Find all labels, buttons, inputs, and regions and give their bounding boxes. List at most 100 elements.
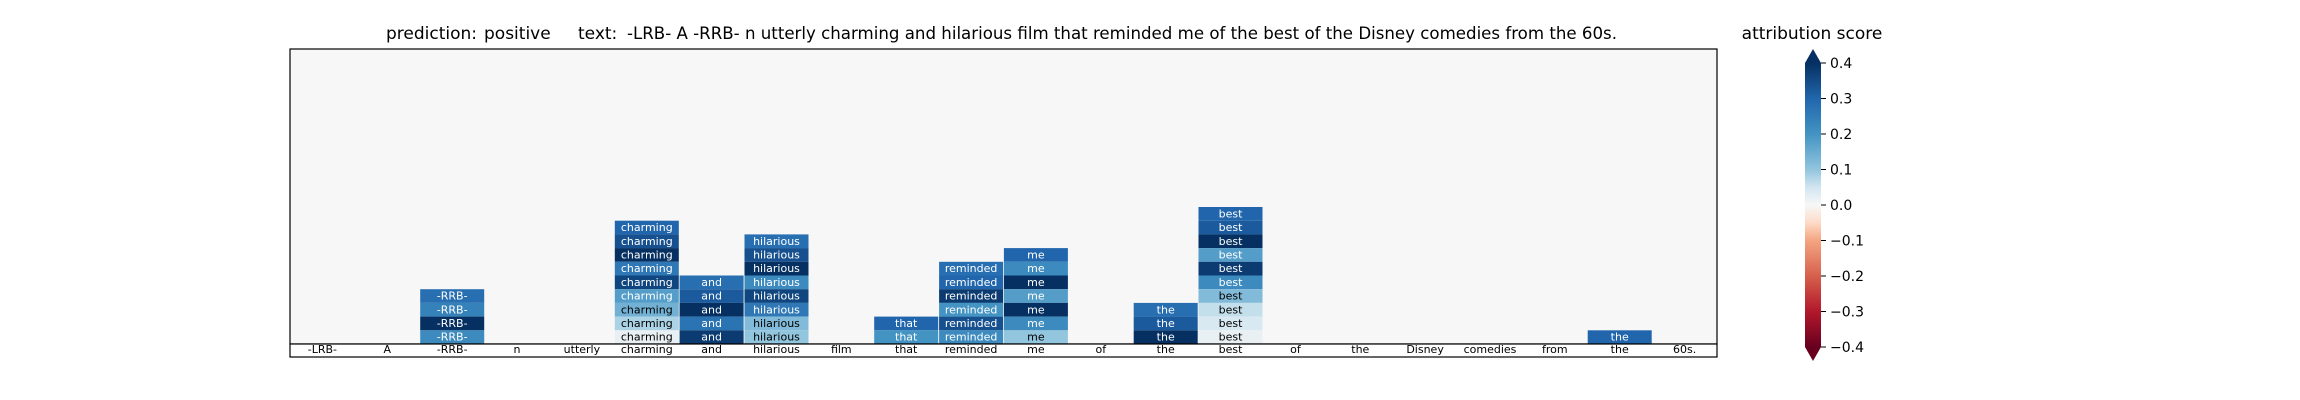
- cell-fill: [939, 275, 1004, 290]
- heatmap-cell: and: [679, 289, 744, 303]
- cell-label: charming: [621, 303, 673, 316]
- cell-fill: [1133, 316, 1198, 331]
- token-label: charming: [621, 343, 673, 356]
- cell-fill: [1198, 302, 1263, 317]
- cell-label: best: [1219, 303, 1243, 316]
- colorbar-extend-max: [1805, 49, 1821, 63]
- cell-fill: [744, 289, 809, 303]
- cell-label: reminded: [945, 317, 998, 330]
- colorbar-tick-label: −0.4: [1830, 340, 1864, 356]
- cell-fill: [939, 316, 1004, 331]
- cell-fill: [420, 302, 485, 317]
- colorbar-tick-label: −0.1: [1830, 234, 1864, 250]
- cell-label: charming: [621, 262, 673, 275]
- cell-label: me: [1027, 276, 1045, 289]
- token-label: of: [1095, 343, 1107, 356]
- heatmap-cell: -RRB-: [420, 330, 485, 344]
- token-label: film: [831, 343, 852, 356]
- token-label: Disney: [1406, 343, 1444, 356]
- heatmap-cell: charming: [614, 302, 679, 317]
- heatmap-cell: that: [874, 330, 939, 344]
- heatmap-cell: charming: [614, 220, 679, 235]
- cell-fill: [1003, 316, 1068, 331]
- heatmap-cell: reminded: [939, 275, 1004, 290]
- heatmap-cell: best: [1198, 330, 1263, 344]
- cell-fill: [1198, 207, 1263, 221]
- cell-fill: [1198, 275, 1263, 290]
- cell-fill: [679, 275, 744, 290]
- cell-label: the: [1157, 317, 1175, 330]
- heatmap-cell: me: [1003, 302, 1068, 317]
- cell-fill: [939, 261, 1004, 276]
- colorbar-extend-min: [1805, 347, 1821, 361]
- cell-label: reminded: [945, 290, 998, 303]
- cell-fill: [1003, 248, 1068, 262]
- heatmap-cell: charming: [614, 316, 679, 331]
- cell-fill: [679, 302, 744, 317]
- cell-fill: [1198, 234, 1263, 249]
- colorbar-title: attribution score: [1742, 24, 1883, 44]
- heatmap-cell: charming: [614, 289, 679, 303]
- cell-label: that: [895, 317, 918, 330]
- colorbar-tick-label: 0.3: [1830, 92, 1852, 108]
- cell-fill: [744, 248, 809, 262]
- cell-label: and: [701, 317, 722, 330]
- token-label: that: [895, 343, 918, 356]
- cell-fill: [1198, 248, 1263, 262]
- cell-fill: [1003, 261, 1068, 276]
- cell-label: -RRB-: [437, 290, 468, 303]
- heatmap-cell: best: [1198, 234, 1263, 249]
- cell-label: charming: [621, 235, 673, 248]
- token-label: me: [1027, 343, 1045, 356]
- cell-fill: [744, 275, 809, 290]
- cell-label: charming: [621, 276, 673, 289]
- cell-fill: [1198, 316, 1263, 331]
- token-label: the: [1351, 343, 1369, 356]
- heatmap-cell: best: [1198, 289, 1263, 303]
- heatmap-cell: hilarious: [744, 289, 809, 303]
- cell-label: and: [701, 290, 722, 303]
- token-label: -LRB-: [308, 343, 337, 356]
- cell-label: hilarious: [753, 276, 800, 289]
- heatmap-cell: charming: [614, 261, 679, 276]
- cell-fill: [1198, 220, 1263, 235]
- cell-label: and: [701, 331, 722, 344]
- heatmap-cell: charming: [614, 330, 679, 344]
- token-label: n: [514, 343, 521, 356]
- heatmap-cell: the: [1587, 330, 1652, 344]
- heatmap-cell: best: [1198, 261, 1263, 276]
- cell-label: best: [1219, 290, 1243, 303]
- cell-label: -RRB-: [437, 317, 468, 330]
- heatmap-cell: charming: [614, 234, 679, 249]
- colorbar-gradient: [1805, 63, 1821, 347]
- heatmap-cell: me: [1003, 261, 1068, 276]
- heatmap-cell: me: [1003, 275, 1068, 290]
- cell-fill: [614, 248, 679, 262]
- cell-fill: [874, 316, 939, 331]
- heatmap-cell: me: [1003, 289, 1068, 303]
- cell-fill: [744, 316, 809, 331]
- colorbar-tick-label: −0.2: [1830, 269, 1864, 285]
- cell-label: me: [1027, 290, 1045, 303]
- cell-label: best: [1219, 207, 1243, 220]
- cell-fill: [614, 220, 679, 235]
- text-value: -LRB- A -RRB- n utterly charming and hil…: [627, 24, 1617, 44]
- cell-fill: [614, 330, 679, 344]
- cell-fill: [1003, 330, 1068, 344]
- heatmap-cell: best: [1198, 275, 1263, 290]
- heatmap-cell: me: [1003, 316, 1068, 331]
- colorbar-tick-label: 0.4: [1830, 56, 1852, 72]
- prediction-value: positive: [484, 24, 551, 44]
- heatmap-cell: the: [1133, 302, 1198, 317]
- token-label: reminded: [945, 343, 998, 356]
- colorbar-tick-label: 0.1: [1830, 163, 1852, 179]
- heatmap-cell: reminded: [939, 330, 1004, 344]
- token-label: best: [1219, 343, 1243, 356]
- cell-label: best: [1219, 249, 1243, 262]
- colorbar-tick-label: 0.2: [1830, 127, 1852, 143]
- cell-label: me: [1027, 317, 1045, 330]
- token-label: utterly: [564, 343, 601, 356]
- cell-fill: [1003, 302, 1068, 317]
- cell-label: best: [1219, 262, 1243, 275]
